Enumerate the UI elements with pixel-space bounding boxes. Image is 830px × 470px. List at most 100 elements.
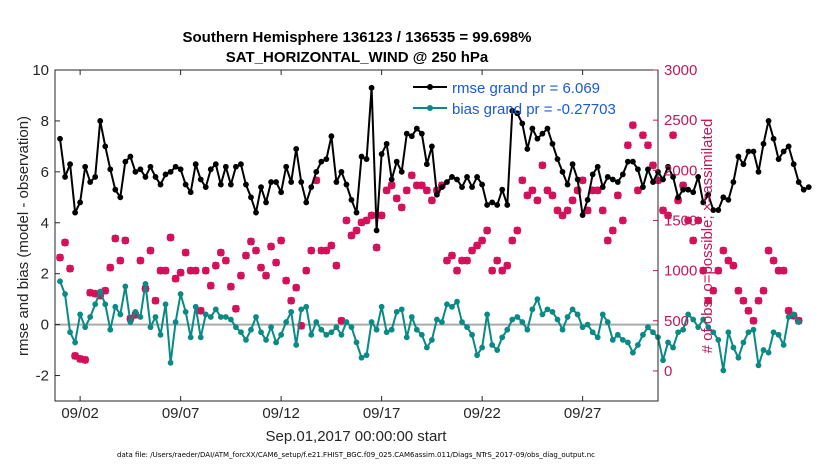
- bias-point: [680, 326, 687, 333]
- bias-point: [434, 316, 440, 323]
- rmse-point: [499, 186, 506, 193]
- obs-assimilated-point: [443, 256, 451, 265]
- obs-assimilated-point: [704, 296, 713, 305]
- bias-series: [57, 278, 802, 374]
- y-axis-label: rmse and bias (model - observation): [15, 116, 32, 356]
- right-y-tick-label: 2500: [664, 112, 697, 129]
- bias-point: [328, 329, 335, 336]
- obs-assimilated-point: [56, 253, 64, 262]
- bias-point: [268, 324, 274, 331]
- rmse-point: [348, 196, 355, 203]
- obs-assimilated-point: [242, 251, 250, 260]
- x-tick-label: 09/07: [162, 405, 200, 422]
- rmse-point: [227, 181, 234, 188]
- bias-point: [599, 311, 606, 318]
- rmse-point: [629, 158, 636, 165]
- obs-assimilated-point: [191, 266, 200, 275]
- rmse-point: [278, 189, 285, 196]
- rmse-point: [233, 163, 239, 170]
- obs-assimilated-point: [146, 246, 155, 255]
- bias-point: [539, 311, 546, 318]
- bias-point: [544, 306, 551, 313]
- rmse-point: [248, 194, 254, 201]
- obs-assimilated-point: [76, 355, 84, 363]
- obs-assimilated-point: [332, 261, 341, 270]
- bias-point: [760, 347, 767, 353]
- rmse-point: [328, 133, 335, 140]
- bias-point: [454, 298, 460, 305]
- obs-assimilated-point: [699, 266, 708, 275]
- bias-point: [413, 326, 420, 333]
- rmse-point: [343, 181, 350, 188]
- obs-assimilated-point: [453, 266, 461, 275]
- obs-assimilated-point: [669, 131, 677, 139]
- rmse-point: [318, 158, 325, 165]
- rmse-point: [785, 143, 792, 150]
- rmse-point: [162, 171, 169, 178]
- bias-point: [167, 359, 174, 366]
- rmse-point: [695, 174, 702, 180]
- y2-axis-label: # of obs: o=possible; ×=assimilated: [699, 119, 716, 354]
- bias-point: [589, 329, 596, 336]
- bias-point: [645, 324, 651, 331]
- rmse-point: [509, 107, 516, 114]
- rmse-point: [57, 135, 63, 142]
- obs-assimilated-point: [81, 356, 89, 364]
- bias-point: [348, 324, 355, 331]
- obs-assimilated-point: [307, 246, 316, 255]
- obs-assimilated-point: [222, 256, 230, 265]
- rmse-point: [479, 181, 486, 188]
- obs-assimilated-point: [171, 274, 180, 283]
- bias-point: [720, 367, 727, 374]
- bias-point: [459, 319, 465, 325]
- rmse-point: [650, 179, 656, 185]
- x-tick-label: 09/27: [564, 405, 602, 422]
- rmse-point: [102, 143, 109, 150]
- bias-point: [112, 303, 119, 310]
- obs-assimilated-point: [227, 282, 235, 291]
- obs-assimilated-point: [468, 246, 476, 255]
- rmse-point: [147, 163, 154, 170]
- rmse-point: [413, 125, 420, 132]
- obs-assimilated-point: [483, 226, 491, 235]
- rmse-point: [534, 135, 541, 142]
- left-y-tick-label: 0: [41, 317, 49, 334]
- obs-assimilated-point: [659, 206, 667, 215]
- rmse-point: [795, 179, 802, 185]
- bias-point: [278, 331, 285, 338]
- rmse-point: [705, 191, 712, 198]
- legend-rmse-marker: [427, 84, 433, 90]
- rmse-point: [599, 184, 606, 191]
- bias-point: [755, 362, 762, 369]
- obs-assimilated-point: [634, 186, 642, 195]
- obs-assimilated-point: [176, 268, 185, 277]
- bias-point: [730, 344, 737, 351]
- rmse-point: [62, 174, 68, 180]
- obs-assimilated-point: [513, 226, 522, 235]
- bias-point: [92, 301, 99, 308]
- bias-point: [785, 314, 792, 320]
- rmse-point: [197, 176, 204, 183]
- rmse-point: [449, 174, 455, 180]
- bias-point: [514, 314, 521, 320]
- bias-point: [388, 326, 395, 333]
- bias-point: [137, 314, 144, 320]
- bias-point: [293, 342, 300, 348]
- x-tick-label: 09/02: [61, 405, 99, 422]
- left-y-tick-label: 6: [41, 164, 49, 181]
- rmse-point: [544, 125, 551, 132]
- obs-assimilated-point: [538, 161, 547, 170]
- rmse-point: [333, 179, 340, 185]
- rmse-point: [283, 163, 290, 170]
- rmse-point: [192, 161, 199, 168]
- rmse-point: [112, 186, 119, 193]
- rmse-point: [755, 168, 762, 175]
- x-tick-label: 09/22: [463, 405, 501, 422]
- rmse-point: [72, 209, 78, 216]
- left-y-tick-label: 10: [32, 62, 49, 79]
- bias-point: [670, 344, 676, 351]
- obs-assimilated-point: [247, 237, 255, 246]
- rmse-point: [609, 176, 616, 183]
- left-y-tick-label: 2: [41, 266, 49, 283]
